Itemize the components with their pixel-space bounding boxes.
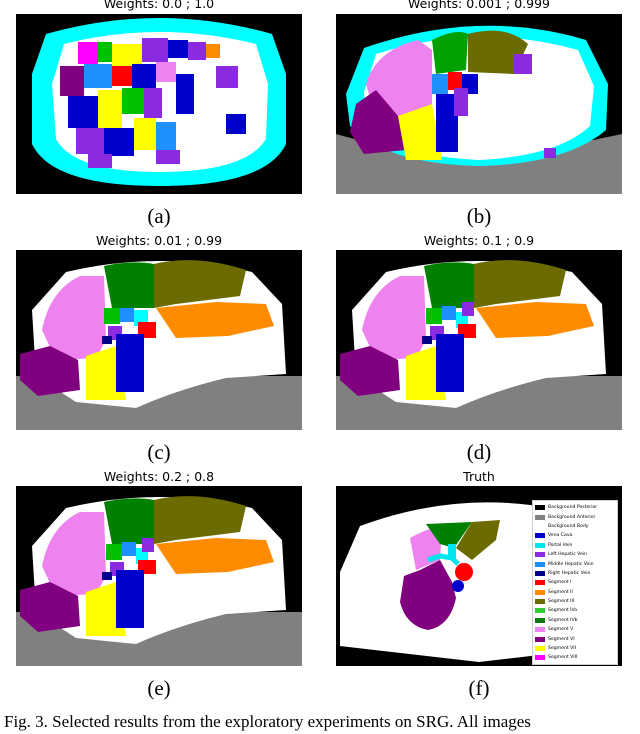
legend-item: Segment VII xyxy=(535,644,615,653)
panel-title: Weights: 0.2 ; 0.8 xyxy=(103,469,215,484)
panel-title: Weights: 0.1 ; 0.9 xyxy=(423,233,535,248)
panel-f: Truth Background Posterior Background Ant… xyxy=(336,469,622,702)
legend-label: Right Hepatic Vein xyxy=(548,570,591,576)
legend-label: Background Anterior xyxy=(548,514,596,520)
legend-label: Background Body xyxy=(548,523,589,529)
panel-title: Weights: 0.0 ; 1.0 xyxy=(103,0,215,11)
legend-swatch xyxy=(535,655,545,661)
legend-label: Vena Cava xyxy=(548,533,573,539)
segmentation-image xyxy=(336,14,622,194)
legend-label: Segment IVb xyxy=(548,617,578,623)
legend-item: Background Anterior xyxy=(535,512,615,521)
legend-label: Segment II xyxy=(548,589,573,595)
legend-label: Left Hepatic Vein xyxy=(548,552,587,558)
legend-items: Background Posterior Background Anterior B… xyxy=(535,503,615,663)
legend-swatch xyxy=(535,617,545,623)
panel-e: Weights: 0.2 ; 0.8 (e) xyxy=(16,469,302,702)
legend-label: Segment V xyxy=(548,627,574,633)
legend-swatch xyxy=(535,646,545,652)
legend-swatch xyxy=(535,523,545,529)
legend-label: Segment III xyxy=(548,599,575,605)
legend-item: Middle Hepatic Vein xyxy=(535,559,615,568)
segmentation-image: Background Posterior Background Anterior B… xyxy=(336,486,622,666)
panel-label: (f) xyxy=(468,676,490,700)
panel-title: Truth xyxy=(463,469,495,484)
legend-item: Left Hepatic Vein xyxy=(535,550,615,559)
panel-title: Weights: 0.001 ; 0.999 xyxy=(408,0,550,11)
legend-swatch xyxy=(535,589,545,595)
panel-c: Weights: 0.01 ; 0.99 (c) xyxy=(16,233,302,466)
legend-swatch xyxy=(535,599,545,605)
legend-swatch xyxy=(535,514,545,520)
panel-label: (e) xyxy=(147,676,171,700)
panel-label: (a) xyxy=(147,204,171,228)
panel-label: (d) xyxy=(466,440,492,464)
legend-label: Portal Vein xyxy=(548,542,573,548)
legend: Background Posterior Background Anterior B… xyxy=(532,500,618,665)
legend-swatch xyxy=(535,505,545,511)
segmentation-image xyxy=(16,14,302,194)
legend-swatch xyxy=(535,570,545,576)
legend-item: Portal Vein xyxy=(535,541,615,550)
legend-label: Middle Hepatic Vein xyxy=(548,561,594,567)
legend-item: Vena Cava xyxy=(535,531,615,540)
legend-label: Segment VII xyxy=(548,646,576,652)
legend-swatch xyxy=(535,636,545,642)
legend-swatch xyxy=(535,561,545,567)
legend-item: Segment II xyxy=(535,588,615,597)
legend-label: Segment IVa xyxy=(548,608,578,614)
panel-d: Weights: 0.1 ; 0.9 (d) xyxy=(336,233,622,466)
segmentation-image xyxy=(16,250,302,430)
panel-label: (b) xyxy=(466,204,492,228)
legend-swatch xyxy=(535,542,545,548)
legend-item: Segment I xyxy=(535,578,615,587)
legend-label: Segment VIII xyxy=(548,655,578,661)
panel-title: Weights: 0.01 ; 0.99 xyxy=(95,233,223,248)
legend-item: Segment III xyxy=(535,597,615,606)
legend-label: Segment VI xyxy=(548,636,575,642)
legend-item: Segment VIII xyxy=(535,653,615,662)
segmentation-image xyxy=(16,486,302,666)
panel-b: Weights: 0.001 ; 0.999 (b) xyxy=(336,0,622,230)
legend-swatch xyxy=(535,580,545,586)
legend-label: Segment I xyxy=(548,580,572,586)
legend-item: Segment IVb xyxy=(535,616,615,625)
legend-swatch xyxy=(535,533,545,539)
legend-item: Right Hepatic Vein xyxy=(535,569,615,578)
legend-swatch xyxy=(535,608,545,614)
panel-label: (c) xyxy=(147,440,171,464)
panel-a: Weights: 0.0 ; 1.0 xyxy=(16,0,302,230)
legend-item: Segment V xyxy=(535,625,615,634)
segmentation-image xyxy=(336,250,622,430)
legend-item: Segment VI xyxy=(535,634,615,643)
legend-item: Background Posterior xyxy=(535,503,615,512)
legend-item: Background Body xyxy=(535,522,615,531)
figure-caption: Fig. 3. Selected results from the explor… xyxy=(4,712,531,731)
legend-swatch xyxy=(535,627,545,633)
legend-item: Segment IVa xyxy=(535,606,615,615)
legend-swatch xyxy=(535,552,545,558)
legend-label: Background Posterior xyxy=(548,505,598,511)
